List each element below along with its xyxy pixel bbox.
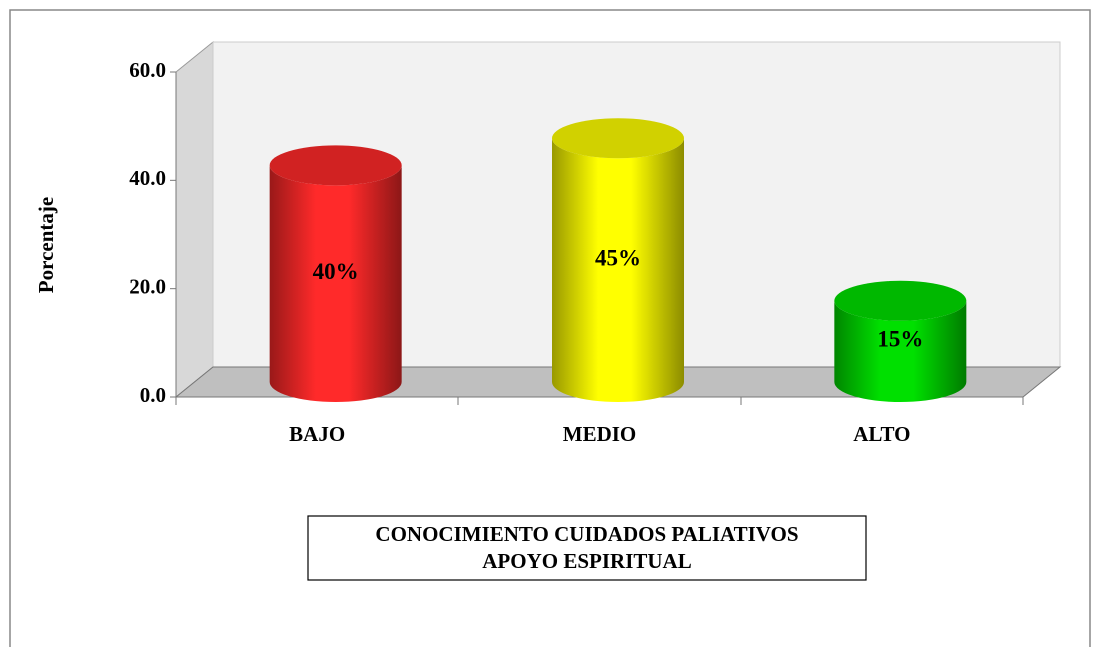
side-wall [175, 40, 214, 399]
chart-frame [9, 9, 1091, 647]
chart-title: CONOCIMIENTO CUIDADOS PALIATIVOS [375, 522, 798, 546]
chart-title: APOYO ESPIRITUAL [482, 549, 691, 573]
y-tick-label: 20.0 [129, 274, 166, 298]
value-label: 15% [877, 327, 923, 352]
value-label: 40% [313, 259, 359, 284]
y-tick-label: 0.0 [140, 383, 166, 407]
bar [552, 138, 684, 402]
title-box [307, 515, 867, 581]
bar-top [552, 118, 684, 159]
x-ticks [175, 397, 1024, 405]
y-tick-label: 60.0 [129, 58, 166, 82]
x-tick-label: ALTO [853, 422, 910, 446]
bar [269, 165, 402, 402]
bar-top [269, 145, 402, 186]
y-tick-label: 40.0 [129, 166, 166, 190]
x-tick-label: MEDIO [563, 422, 637, 446]
bar-top [834, 280, 967, 321]
y-axis-label: Porcentaje [34, 197, 58, 293]
x-tick-label: BAJO [289, 422, 345, 446]
value-label: 45% [595, 245, 641, 270]
bar [834, 300, 967, 402]
